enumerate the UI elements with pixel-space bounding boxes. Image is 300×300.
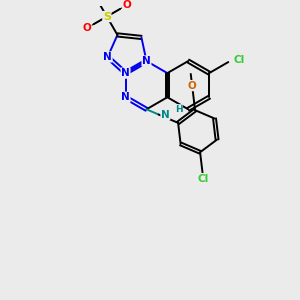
Text: N: N	[161, 110, 170, 119]
Text: N: N	[121, 92, 130, 102]
Text: Cl: Cl	[234, 55, 245, 65]
Text: Cl: Cl	[198, 174, 209, 184]
Text: O: O	[188, 81, 197, 91]
Text: N: N	[142, 56, 151, 66]
Text: N: N	[103, 52, 112, 62]
Text: N: N	[121, 68, 130, 78]
Text: O: O	[82, 23, 91, 33]
Text: S: S	[103, 12, 111, 22]
Text: O: O	[123, 0, 132, 10]
Text: H: H	[175, 105, 182, 114]
